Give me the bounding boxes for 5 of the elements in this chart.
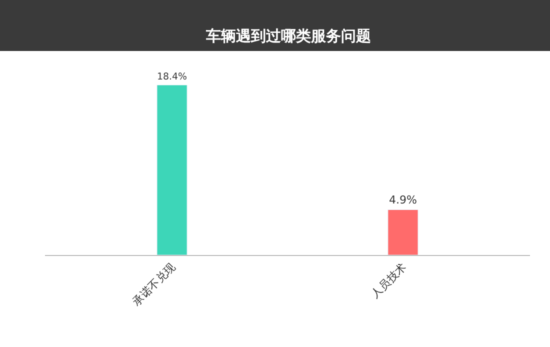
data-label: 4.9%: [389, 194, 417, 207]
data-label: 18.4%: [157, 71, 188, 82]
x-tick-label: 人员技术: [368, 260, 409, 301]
x-tick-label: 承诺不兑现: [130, 260, 178, 309]
chart-title: 车辆遇到过哪类服务问题: [205, 27, 371, 45]
